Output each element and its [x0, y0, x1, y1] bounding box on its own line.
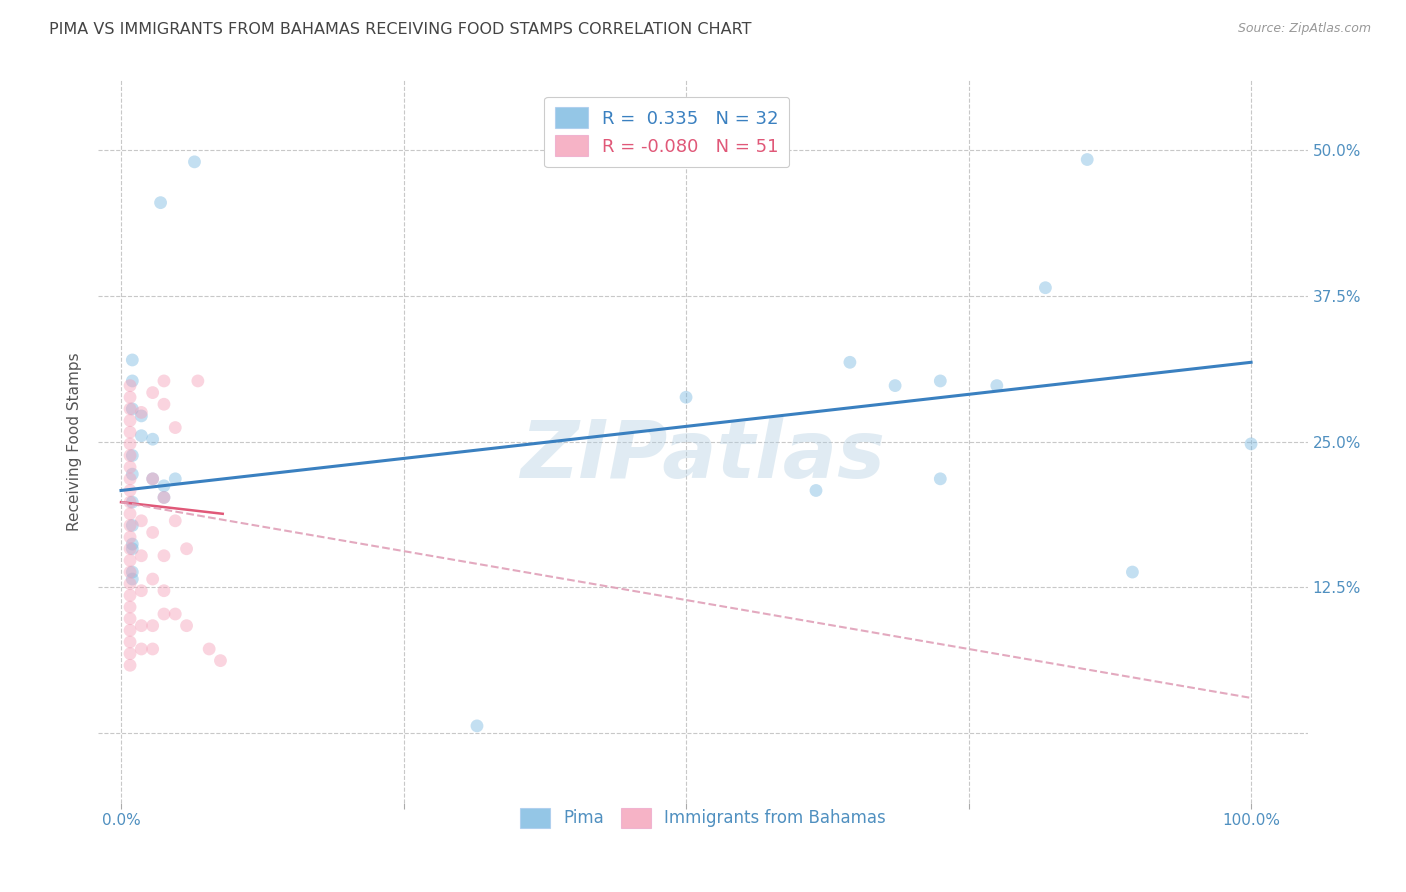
Point — [153, 397, 176, 411]
Point — [120, 600, 142, 615]
Point — [1240, 437, 1263, 451]
Point — [120, 658, 142, 673]
Y-axis label: Receiving Food Stamps: Receiving Food Stamps — [67, 352, 83, 531]
Point — [986, 378, 1008, 392]
Point — [121, 518, 143, 533]
Point — [120, 460, 142, 475]
Point — [131, 409, 153, 423]
Text: ZIPatlas: ZIPatlas — [520, 417, 886, 495]
Point — [929, 374, 952, 388]
Point — [176, 618, 198, 632]
Point — [465, 719, 488, 733]
Point — [131, 642, 153, 657]
Point — [131, 428, 153, 442]
Point — [142, 525, 165, 540]
Point — [121, 537, 143, 551]
Point — [120, 437, 142, 451]
Point — [120, 647, 142, 661]
Point — [153, 549, 176, 563]
Point — [131, 514, 153, 528]
Point — [153, 491, 176, 505]
Point — [142, 572, 165, 586]
Point — [120, 507, 142, 521]
Point — [120, 378, 142, 392]
Point — [131, 549, 153, 563]
Point — [929, 472, 952, 486]
Point — [120, 541, 142, 556]
Point — [121, 353, 143, 368]
Point — [120, 518, 142, 533]
Point — [121, 565, 143, 579]
Point — [198, 642, 221, 657]
Point — [165, 514, 187, 528]
Point — [142, 472, 165, 486]
Point — [884, 378, 907, 392]
Point — [121, 401, 143, 416]
Point — [120, 495, 142, 509]
Point — [120, 390, 142, 404]
Point — [1121, 565, 1143, 579]
Point — [121, 449, 143, 463]
Point — [1035, 281, 1057, 295]
Point — [120, 425, 142, 440]
Point — [121, 467, 143, 482]
Point — [142, 472, 165, 486]
Point — [120, 413, 142, 427]
Point — [131, 583, 153, 598]
Point — [142, 618, 165, 632]
Point — [176, 541, 198, 556]
Legend: Pima, Immigrants from Bahamas: Pima, Immigrants from Bahamas — [513, 802, 893, 834]
Point — [120, 565, 142, 579]
Point — [120, 576, 142, 591]
Point — [121, 572, 143, 586]
Point — [120, 635, 142, 649]
Text: Source: ZipAtlas.com: Source: ZipAtlas.com — [1237, 22, 1371, 36]
Point — [183, 154, 205, 169]
Point — [131, 405, 153, 419]
Point — [142, 642, 165, 657]
Point — [209, 654, 232, 668]
Point — [165, 420, 187, 434]
Point — [120, 530, 142, 544]
Point — [165, 472, 187, 486]
Point — [142, 432, 165, 446]
Point — [120, 472, 142, 486]
Point — [120, 612, 142, 626]
Point — [838, 355, 860, 369]
Point — [120, 588, 142, 602]
Text: PIMA VS IMMIGRANTS FROM BAHAMAS RECEIVING FOOD STAMPS CORRELATION CHART: PIMA VS IMMIGRANTS FROM BAHAMAS RECEIVIN… — [49, 22, 752, 37]
Point — [153, 607, 176, 621]
Point — [120, 449, 142, 463]
Point — [120, 401, 142, 416]
Point — [804, 483, 827, 498]
Point — [121, 495, 143, 509]
Point — [153, 583, 176, 598]
Point — [153, 479, 176, 493]
Point — [131, 618, 153, 632]
Point — [165, 607, 187, 621]
Point — [149, 195, 172, 210]
Point — [120, 483, 142, 498]
Point — [142, 385, 165, 400]
Point — [120, 624, 142, 638]
Point — [153, 491, 176, 505]
Point — [153, 374, 176, 388]
Point — [121, 541, 143, 556]
Point — [120, 553, 142, 567]
Point — [121, 374, 143, 388]
Point — [675, 390, 697, 404]
Point — [1076, 153, 1098, 167]
Point — [187, 374, 209, 388]
